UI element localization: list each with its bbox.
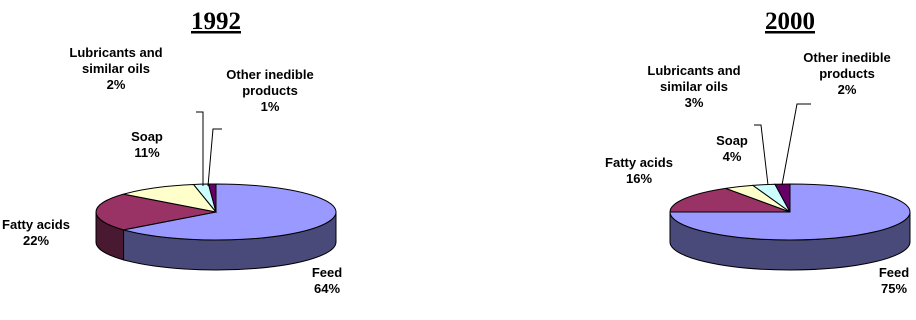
slice-label: Soap 4% <box>716 133 748 164</box>
pie-slice <box>669 187 791 213</box>
slice-label: Fatty acids 22% <box>2 217 70 248</box>
chart-title: 2000 <box>765 8 815 35</box>
slice-label: Fatty acids 16% <box>605 155 673 186</box>
leader-line <box>781 103 811 186</box>
leader-line <box>207 128 222 187</box>
pie-tops <box>95 183 337 241</box>
slice-label: Soap 11% <box>131 129 163 160</box>
slice-label: Lubricants and similar oils 3% <box>647 63 740 110</box>
slice-label: Other inedible products 2% <box>803 50 890 97</box>
pie-slice <box>669 183 911 241</box>
slice-label: Feed 64% <box>312 265 342 296</box>
pie-slice <box>95 193 217 231</box>
chart-title: 1992 <box>191 8 241 35</box>
pie-chart-2000: 2000 Feed 75% Fatty acids 16% Soap 4% Lubrican… <box>605 8 911 296</box>
pie-tops <box>669 183 911 241</box>
pie-slice <box>123 183 218 213</box>
slice-label: Other inedible products 1% <box>226 67 313 114</box>
pie-chart-1992: 1992 Feed 64% Fatty acids 22% Soap 11% Lubrica… <box>2 8 342 296</box>
pie-slice <box>123 183 337 241</box>
slice-label: Feed 75% <box>879 265 909 296</box>
leader-line <box>754 124 769 186</box>
leader-line <box>196 111 204 186</box>
slice-label: Lubricants and similar oils 2% <box>69 45 162 92</box>
